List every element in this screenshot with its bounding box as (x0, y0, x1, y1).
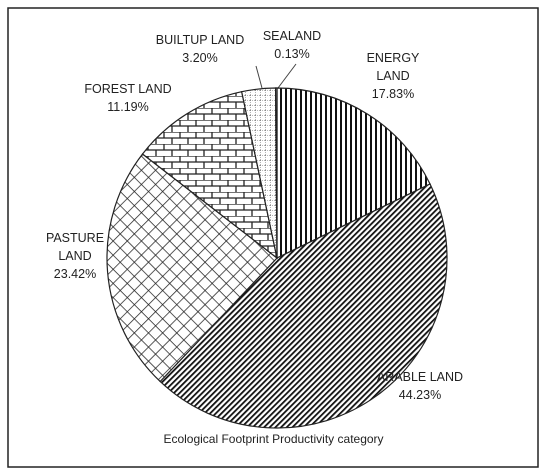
leader-line (277, 63, 297, 89)
category-label: FOREST LAND (84, 82, 172, 96)
value-label: 3.20% (182, 51, 218, 65)
category-label: SEALAND (262, 29, 322, 43)
slice-label: ARABLE LAND 44.23% (360, 368, 480, 404)
caption: Ecological Footprint Productivity catego… (163, 432, 384, 446)
slice-label: FOREST LAND 11.19% (68, 80, 188, 116)
category-label: ARABLE LAND (376, 370, 464, 384)
slice-label: SEALAND 0.13% (232, 27, 352, 63)
slice-label: ENERGY LAND 17.83% (363, 49, 423, 103)
slice-label: BUILTUP LAND 3.20% (140, 31, 260, 67)
value-label: 0.13% (274, 47, 310, 61)
pie-slice (275, 87, 278, 259)
pie-slice (276, 87, 431, 259)
pie-slice (141, 90, 278, 260)
pie-slice (159, 183, 448, 429)
category-label: ENERGY LAND (366, 51, 420, 83)
leader-line (255, 65, 263, 89)
category-label: PASTURE LAND (45, 231, 105, 263)
value-label: 44.23% (398, 388, 442, 402)
value-label: 17.83% (371, 87, 415, 101)
pie-slice (106, 153, 278, 383)
category-label: BUILTUP LAND (155, 33, 245, 47)
slice-label: PASTURE LAND 23.42% (45, 229, 105, 283)
value-label: 23.42% (53, 267, 97, 281)
value-label: 11.19% (107, 100, 149, 114)
